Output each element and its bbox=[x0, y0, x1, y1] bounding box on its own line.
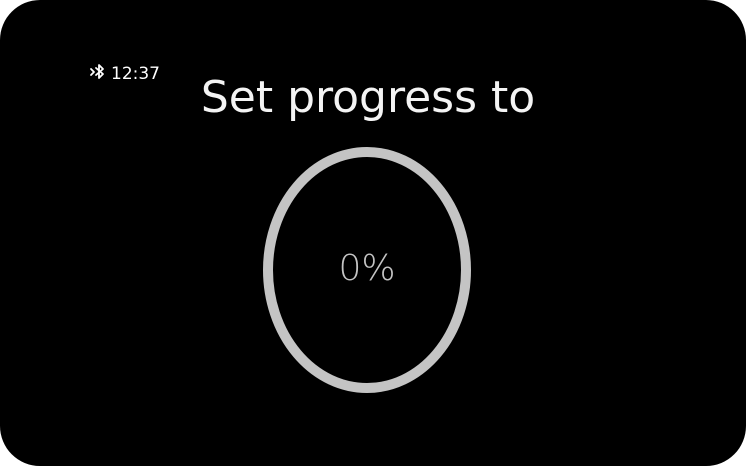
progress-ring-track bbox=[263, 147, 471, 393]
page-title: Set progress to bbox=[200, 72, 536, 123]
progress-ring[interactable] bbox=[262, 146, 472, 394]
bluetooth-icon bbox=[90, 64, 104, 79]
progress-value: 0% bbox=[338, 248, 396, 289]
status-bar: 12:37 bbox=[87, 62, 160, 86]
status-time: 12:37 bbox=[111, 64, 160, 84]
